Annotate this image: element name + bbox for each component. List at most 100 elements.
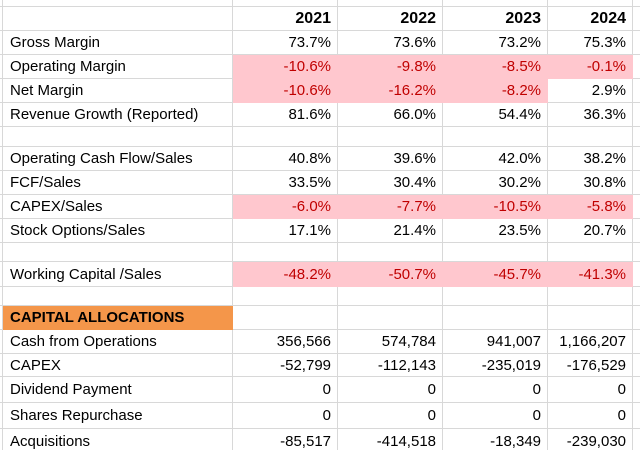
value-cell[interactable]: 2.9% <box>548 79 633 103</box>
value-cell[interactable]: 1,166,207 <box>548 330 633 354</box>
value-cell[interactable]: -5.8% <box>548 195 633 219</box>
value-cell[interactable] <box>443 243 548 262</box>
value-cell[interactable]: -16.2% <box>338 79 443 103</box>
value-cell[interactable] <box>233 127 338 147</box>
value-cell[interactable]: 0 <box>548 377 633 403</box>
value-cell[interactable]: -52,799 <box>233 354 338 377</box>
value-cell[interactable]: 0 <box>233 377 338 403</box>
row-label-cell[interactable]: Operating Cash Flow/Sales <box>3 147 233 171</box>
row-label-cell[interactable]: Net Margin <box>3 79 233 103</box>
row-label-cell[interactable]: Operating Margin <box>3 55 233 79</box>
value-cell[interactable] <box>548 287 633 306</box>
value-cell[interactable]: 0 <box>548 403 633 429</box>
value-cell[interactable] <box>338 127 443 147</box>
value-cell[interactable] <box>548 127 633 147</box>
value-cell[interactable]: 30.2% <box>443 171 548 195</box>
value-cell[interactable]: -0.1% <box>548 55 633 79</box>
value-cell[interactable]: -235,019 <box>443 354 548 377</box>
row-label-cell[interactable] <box>3 287 233 306</box>
value-cell[interactable]: 54.4% <box>443 103 548 127</box>
value-cell[interactable] <box>338 243 443 262</box>
value-cell[interactable]: 17.1% <box>233 219 338 243</box>
year-header-cell[interactable]: 2021 <box>233 7 338 31</box>
value-cell[interactable]: -10.6% <box>233 55 338 79</box>
value-cell[interactable]: 42.0% <box>443 147 548 171</box>
value-cell[interactable]: -41.3% <box>548 262 633 287</box>
value-cell[interactable]: -6.0% <box>233 195 338 219</box>
row-label-cell[interactable] <box>3 243 233 262</box>
value-cell[interactable]: 39.6% <box>338 147 443 171</box>
value-cell[interactable] <box>338 287 443 306</box>
value-cell[interactable]: 0 <box>443 377 548 403</box>
value-cell[interactable]: -85,517 <box>233 429 338 450</box>
row-label-cell[interactable]: Working Capital /Sales <box>3 262 233 287</box>
value-cell[interactable]: -8.5% <box>443 55 548 79</box>
value-cell[interactable]: 30.4% <box>338 171 443 195</box>
row-label-cell[interactable]: Cash from Operations <box>3 330 233 354</box>
value-cell[interactable] <box>233 306 338 330</box>
value-cell[interactable] <box>548 306 633 330</box>
table-row: CAPEX/Sales -6.0% -7.7% -10.5% -5.8% <box>0 195 640 219</box>
value-cell[interactable] <box>443 287 548 306</box>
value-cell[interactable]: 73.6% <box>338 31 443 55</box>
value-cell[interactable]: -8.2% <box>443 79 548 103</box>
left-edge-cell <box>0 306 3 330</box>
value-cell[interactable]: -414,518 <box>338 429 443 450</box>
value-cell[interactable]: -239,030 <box>548 429 633 450</box>
value-cell[interactable]: 75.3% <box>548 31 633 55</box>
value-cell[interactable]: -48.2% <box>233 262 338 287</box>
value-cell[interactable]: -176,529 <box>548 354 633 377</box>
value-cell[interactable]: 574,784 <box>338 330 443 354</box>
year-header-cell[interactable]: 2024 <box>548 7 633 31</box>
value-cell[interactable] <box>443 306 548 330</box>
value-cell[interactable]: -7.7% <box>338 195 443 219</box>
value-cell[interactable]: 941,007 <box>443 330 548 354</box>
value-cell[interactable]: -50.7% <box>338 262 443 287</box>
right-sliver <box>633 306 640 330</box>
row-label-cell[interactable]: Shares Repurchase <box>3 403 233 429</box>
value-cell[interactable]: -10.5% <box>443 195 548 219</box>
year-header-cell[interactable]: 2022 <box>338 7 443 31</box>
value-cell[interactable]: -18,349 <box>443 429 548 450</box>
value-cell[interactable]: 0 <box>338 377 443 403</box>
value-cell[interactable] <box>233 287 338 306</box>
value-cell[interactable]: 20.7% <box>548 219 633 243</box>
value-cell[interactable] <box>548 243 633 262</box>
value-cell[interactable]: -9.8% <box>338 55 443 79</box>
value-cell[interactable]: -45.7% <box>443 262 548 287</box>
value-cell[interactable] <box>443 127 548 147</box>
value-cell[interactable] <box>233 243 338 262</box>
row-label-cell[interactable]: Stock Options/Sales <box>3 219 233 243</box>
value-cell[interactable]: 40.8% <box>233 147 338 171</box>
value-cell[interactable]: 21.4% <box>338 219 443 243</box>
value-cell[interactable]: 23.5% <box>443 219 548 243</box>
partial-cell <box>338 0 443 7</box>
value-cell[interactable]: 0 <box>338 403 443 429</box>
row-label-cell[interactable]: Revenue Growth (Reported) <box>3 103 233 127</box>
value-cell[interactable]: 66.0% <box>338 103 443 127</box>
row-label-cell[interactable]: CAPEX <box>3 354 233 377</box>
value-cell[interactable]: 38.2% <box>548 147 633 171</box>
row-label-cell[interactable]: Acquisitions <box>3 429 233 450</box>
year-header-cell[interactable]: 2023 <box>443 7 548 31</box>
value-cell[interactable]: 33.5% <box>233 171 338 195</box>
corner-cell[interactable] <box>3 7 233 31</box>
value-cell[interactable]: 36.3% <box>548 103 633 127</box>
value-cell[interactable]: -112,143 <box>338 354 443 377</box>
value-cell[interactable]: 0 <box>233 403 338 429</box>
value-cell[interactable] <box>338 306 443 330</box>
row-label-cell[interactable]: Dividend Payment <box>3 377 233 403</box>
value-cell[interactable]: 73.2% <box>443 31 548 55</box>
blank-row <box>0 127 640 147</box>
row-label-cell[interactable]: FCF/Sales <box>3 171 233 195</box>
value-cell[interactable]: 30.8% <box>548 171 633 195</box>
value-cell[interactable]: -10.6% <box>233 79 338 103</box>
section-header-cell[interactable]: CAPITAL ALLOCATIONS <box>3 306 233 330</box>
value-cell[interactable]: 81.6% <box>233 103 338 127</box>
value-cell[interactable]: 356,566 <box>233 330 338 354</box>
value-cell[interactable]: 73.7% <box>233 31 338 55</box>
value-cell[interactable]: 0 <box>443 403 548 429</box>
row-label-cell[interactable]: CAPEX/Sales <box>3 195 233 219</box>
row-label-cell[interactable] <box>3 127 233 147</box>
row-label-cell[interactable]: Gross Margin <box>3 31 233 55</box>
